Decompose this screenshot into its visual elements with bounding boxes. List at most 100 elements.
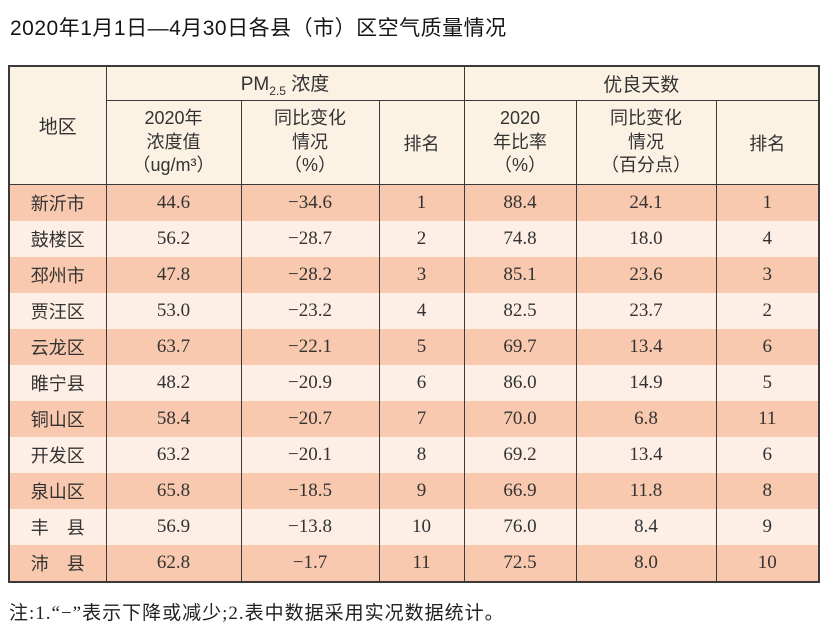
table-row: 贾汪区 53.0 −23.2 4 82.5 23.7 2 <box>8 293 820 329</box>
cell-pm_rank: 9 <box>378 473 465 509</box>
cell-pm_value: 62.8 <box>105 545 242 582</box>
header-pm-2020-value: 2020年 浓度值 （ug/m³） <box>105 100 242 185</box>
cell-pm_value: 65.8 <box>105 473 242 509</box>
cell-pm_value: 63.2 <box>105 437 242 473</box>
cell-days_rank: 1 <box>715 184 820 221</box>
cell-days_change: 8.4 <box>575 509 717 545</box>
cell-pm_value: 53.0 <box>105 293 242 329</box>
pm25-label-subscript: 2.5 <box>269 83 286 98</box>
cell-days_change: 8.0 <box>575 545 717 582</box>
header-days-2020-ratio: 2020 年比率 （%） <box>463 100 577 185</box>
cell-pm_rank: 6 <box>378 365 465 401</box>
cell-days_ratio: 76.0 <box>463 509 577 545</box>
table-row: 邳州市 47.8 −28.2 3 85.1 23.6 3 <box>8 257 820 293</box>
pm25-label-prefix: PM <box>240 74 270 96</box>
cell-days_rank: 9 <box>715 509 820 545</box>
cell-days_change: 11.8 <box>575 473 717 509</box>
cell-days_ratio: 66.9 <box>463 473 577 509</box>
header-region: 地区 <box>8 66 107 185</box>
cell-pm_rank: 4 <box>378 293 465 329</box>
cell-region: 云龙区 <box>8 329 107 365</box>
cell-days_rank: 10 <box>715 545 820 582</box>
table-row: 泉山区 65.8 −18.5 9 66.9 11.8 8 <box>8 473 820 509</box>
cell-days_change: 14.9 <box>575 365 717 401</box>
cell-region: 泉山区 <box>8 473 107 509</box>
cell-pm_change: −28.2 <box>240 257 380 293</box>
cell-days_ratio: 72.5 <box>463 545 577 582</box>
cell-region: 新沂市 <box>8 184 107 221</box>
cell-pm_change: −20.9 <box>240 365 380 401</box>
air-quality-table: 地区 PM2.5 浓度 优良天数 2020年 浓度值 （ug/m³） 同比变化 … <box>8 65 821 583</box>
cell-pm_change: −1.7 <box>240 545 380 582</box>
cell-days_ratio: 69.2 <box>463 437 577 473</box>
header-pm-rank: 排名 <box>378 100 465 185</box>
cell-pm_rank: 8 <box>378 437 465 473</box>
table-row: 沛 县 62.8 −1.7 11 72.5 8.0 10 <box>8 545 820 582</box>
cell-region: 鼓楼区 <box>8 221 107 257</box>
header-days-rank: 排名 <box>715 100 820 185</box>
cell-pm_change: −28.7 <box>240 221 380 257</box>
cell-pm_value: 56.2 <box>105 221 242 257</box>
cell-days_ratio: 85.1 <box>463 257 577 293</box>
cell-days_rank: 6 <box>715 437 820 473</box>
cell-days_rank: 2 <box>715 293 820 329</box>
table-row: 丰 县 56.9 −13.8 10 76.0 8.4 9 <box>8 509 820 545</box>
cell-pm_rank: 1 <box>378 184 465 221</box>
cell-region: 开发区 <box>8 437 107 473</box>
cell-pm_value: 48.2 <box>105 365 242 401</box>
table-row: 鼓楼区 56.2 −28.7 2 74.8 18.0 4 <box>8 221 820 257</box>
cell-days_change: 23.6 <box>575 257 717 293</box>
cell-pm_change: −20.1 <box>240 437 380 473</box>
cell-days_rank: 11 <box>715 401 820 437</box>
table-row: 铜山区 58.4 −20.7 7 70.0 6.8 11 <box>8 401 820 437</box>
cell-days_rank: 5 <box>715 365 820 401</box>
cell-days_rank: 3 <box>715 257 820 293</box>
cell-days_change: 18.0 <box>575 221 717 257</box>
group-header-pm25: PM2.5 浓度 <box>105 66 465 101</box>
page-title: 2020年1月1日—4月30日各县（市）区空气质量情况 <box>10 17 507 40</box>
sub-header-row: 2020年 浓度值 （ug/m³） 同比变化 情况 （%） 排名 2020 年比… <box>9 100 820 185</box>
header-days-yoy-change: 同比变化 情况 （百分点） <box>575 100 717 185</box>
cell-days_change: 24.1 <box>575 184 717 221</box>
cell-days_rank: 8 <box>715 473 820 509</box>
cell-pm_change: −23.2 <box>240 293 380 329</box>
cell-days_rank: 4 <box>715 221 820 257</box>
cell-pm_value: 63.7 <box>105 329 242 365</box>
cell-days_ratio: 70.0 <box>463 401 577 437</box>
cell-days_change: 13.4 <box>575 329 717 365</box>
group-header-row: 地区 PM2.5 浓度 优良天数 <box>8 66 820 185</box>
cell-region: 沛 县 <box>8 545 107 582</box>
cell-days_ratio: 86.0 <box>463 365 577 401</box>
cell-pm_value: 44.6 <box>105 184 242 221</box>
cell-pm_rank: 11 <box>378 545 465 582</box>
cell-region: 丰 县 <box>8 509 107 545</box>
cell-pm_value: 56.9 <box>105 509 242 545</box>
cell-pm_value: 58.4 <box>105 401 242 437</box>
cell-pm_rank: 5 <box>378 329 465 365</box>
cell-pm_change: −20.7 <box>240 401 380 437</box>
header-pm-yoy-change: 同比变化 情况 （%） <box>240 100 380 185</box>
cell-pm_rank: 2 <box>378 221 465 257</box>
table-row: 睢宁县 48.2 −20.9 6 86.0 14.9 5 <box>8 365 820 401</box>
group-header-good-days: 优良天数 <box>463 66 820 101</box>
cell-days_ratio: 82.5 <box>463 293 577 329</box>
cell-pm_rank: 3 <box>378 257 465 293</box>
pm25-label-suffix: 浓度 <box>291 74 330 96</box>
cell-pm_rank: 10 <box>378 509 465 545</box>
cell-days_change: 13.4 <box>575 437 717 473</box>
cell-region: 贾汪区 <box>8 293 107 329</box>
cell-days_rank: 6 <box>715 329 820 365</box>
cell-days_ratio: 74.8 <box>463 221 577 257</box>
cell-days_ratio: 69.7 <box>463 329 577 365</box>
cell-pm_change: −13.8 <box>240 509 380 545</box>
cell-days_change: 6.8 <box>575 401 717 437</box>
cell-pm_rank: 7 <box>378 401 465 437</box>
table-body: 新沂市 44.6 −34.6 1 88.4 24.1 1 鼓楼区 56.2 −28.7 2 74.8 1… <box>8 184 820 582</box>
cell-region: 邳州市 <box>8 257 107 293</box>
table-row: 新沂市 44.6 −34.6 1 88.4 24.1 1 <box>8 184 820 221</box>
cell-region: 铜山区 <box>8 401 107 437</box>
cell-days_ratio: 88.4 <box>463 184 577 221</box>
cell-pm_change: −18.5 <box>240 473 380 509</box>
cell-pm_change: −34.6 <box>240 184 380 221</box>
cell-region: 睢宁县 <box>8 365 107 401</box>
